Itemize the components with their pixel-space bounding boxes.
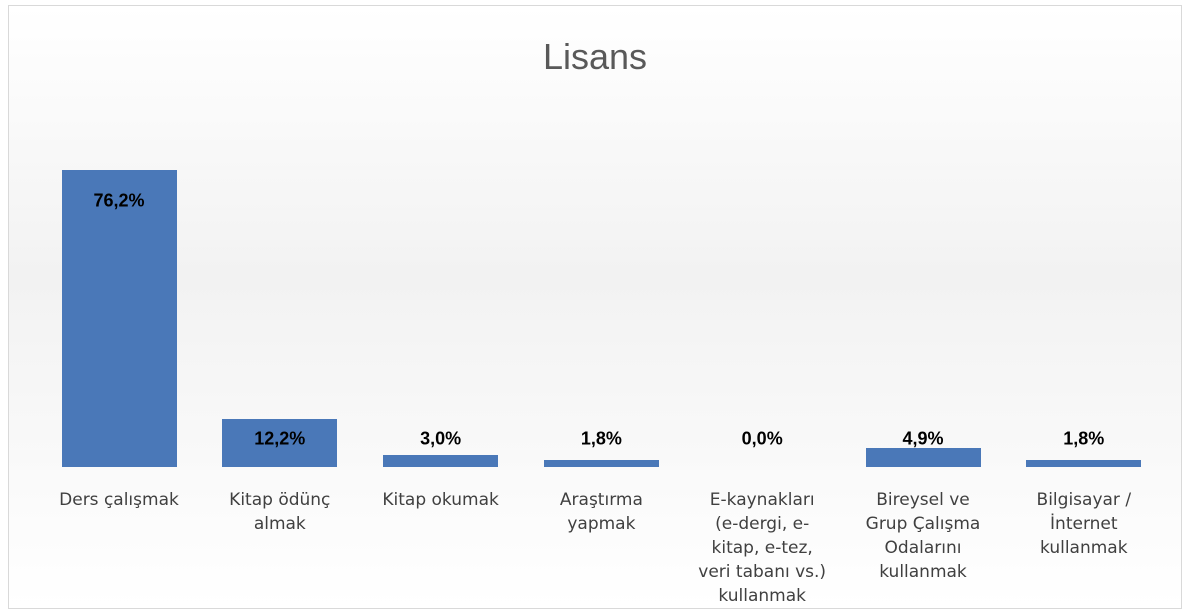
- data-label: 3,0%: [420, 428, 462, 449]
- data-label: 1,8%: [580, 428, 622, 449]
- bar: [543, 459, 659, 467]
- bar: [222, 419, 338, 467]
- bar: [383, 455, 499, 467]
- x-tick-label: Kitap ödünç almak: [229, 490, 331, 534]
- x-tick-label: Ders çalışmak: [59, 490, 179, 510]
- x-tick-label: E-kaynakları (e-dergi, e-kitap, e-tez, v…: [698, 490, 827, 606]
- data-label: 1,8%: [1063, 428, 1105, 449]
- bar: [61, 169, 177, 467]
- x-tick-label: Kitap okumak: [382, 490, 499, 510]
- x-tick-label: Bireysel ve Grup Çalışma Odalarını kulla…: [865, 490, 981, 582]
- data-label: 76,2%: [93, 190, 145, 211]
- bar: [865, 447, 981, 467]
- bar: [1026, 459, 1142, 467]
- chart-title: Lisans: [542, 36, 648, 77]
- data-label: 12,2%: [254, 428, 306, 449]
- data-label: 0,0%: [741, 428, 783, 449]
- x-tick-label: Bilgisayar / İnternet kullanmak: [1036, 490, 1132, 558]
- chart: Lisans 76,2% Ders çalışmak 12,2% Kitap ödün…: [8, 5, 1182, 609]
- x-tick-label: Araştırma yapmak: [559, 490, 643, 534]
- data-label: 4,9%: [902, 428, 944, 449]
